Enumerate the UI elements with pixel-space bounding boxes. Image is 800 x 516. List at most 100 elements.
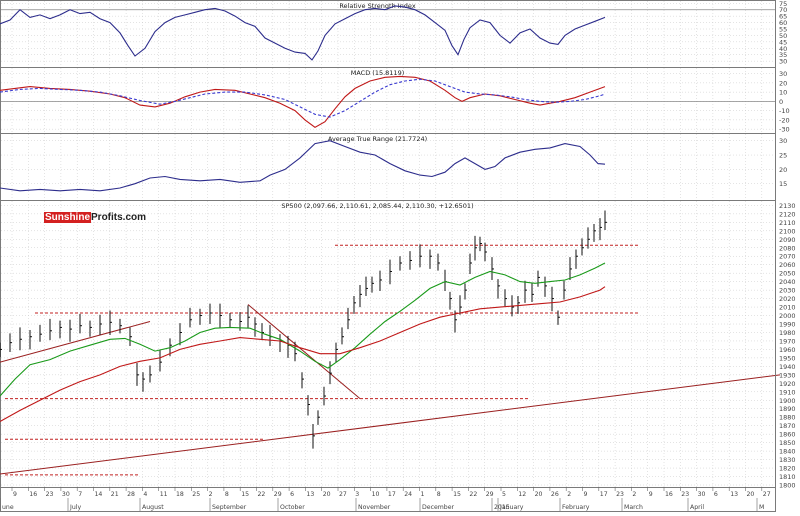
y-tick-label: 1950	[779, 354, 796, 362]
y-tick-label: -20	[779, 116, 790, 124]
x-tick-label: 18	[176, 491, 184, 498]
trend-line	[0, 320, 151, 363]
y-tick-label: 2060	[779, 261, 796, 269]
y-tick-label: -10	[779, 107, 790, 115]
y-tick-label: 10	[779, 89, 787, 97]
y-tick-label: 50	[779, 32, 787, 40]
x-tick-label: 23	[681, 491, 689, 498]
y-tick-label: 1890	[779, 405, 796, 413]
x-tick-label: 24	[404, 491, 412, 498]
y-tick-label: 30	[779, 137, 787, 145]
y-tick-label: 60	[779, 19, 787, 27]
panel-frame	[0, 200, 776, 488]
y-tick-label: 1990	[779, 321, 796, 329]
panel-title: MACD (15.8119)	[351, 69, 405, 77]
x-tick-label: 21	[111, 491, 119, 498]
x-tick-label: 2	[632, 491, 636, 498]
x-tick-label: 27	[763, 491, 771, 498]
x-tick-label: 30	[698, 491, 706, 498]
x-tick-label: 9	[584, 491, 588, 498]
panel-title: Relative Strength Index	[339, 2, 416, 10]
y-tick-label: 1980	[779, 329, 796, 337]
y-tick-label: 65	[779, 13, 787, 21]
x-tick-label: 8	[225, 491, 229, 498]
x-month-label: July	[69, 504, 81, 511]
y-tick-label: -30	[779, 126, 790, 134]
y-tick-label: 2110	[779, 219, 796, 227]
logo-part-1: Sunshine	[44, 212, 92, 223]
x-month-label: February	[562, 504, 590, 511]
x-tick-label: 6	[714, 491, 718, 498]
trend-line	[0, 374, 781, 475]
y-tick-label: 30	[779, 58, 787, 66]
ma50-line	[0, 262, 606, 397]
y-tick-label: 25	[779, 152, 787, 160]
x-tick-label: 10	[372, 491, 380, 498]
y-tick-label: 1800	[779, 482, 796, 490]
x-tick-label: 27	[339, 491, 347, 498]
x-tick-label: 20	[747, 491, 755, 498]
sunshine-profits-logo: SunshineProfits.com	[44, 212, 146, 224]
x-tick-label: 13	[306, 491, 314, 498]
x-tick-label: 5	[502, 491, 506, 498]
y-tick-label: 1910	[779, 388, 796, 396]
panel-title: Average True Range (21.7724)	[328, 135, 427, 143]
x-tick-label: 6	[290, 491, 294, 498]
x-tick-label: 30	[62, 491, 70, 498]
x-tick-label: 29	[274, 491, 282, 498]
x-tick-label: 17	[388, 491, 396, 498]
y-tick-label: 2030	[779, 287, 796, 295]
y-tick-label: 30	[779, 70, 787, 78]
y-tick-label: 1970	[779, 337, 796, 345]
y-tick-label: 70	[779, 6, 787, 14]
x-tick-label: 20	[535, 491, 543, 498]
x-tick-label: 16	[29, 491, 37, 498]
y-tick-label: 1960	[779, 346, 796, 354]
x-month-label: April	[690, 504, 704, 511]
panel-frame	[0, 0, 776, 68]
x-month-label: March	[624, 504, 643, 511]
x-tick-label: 3	[355, 491, 359, 498]
x-month-label: October	[280, 504, 305, 511]
x-tick-label: 9	[649, 491, 653, 498]
x-tick-label: 7	[78, 491, 82, 498]
x-tick-label: 12	[518, 491, 526, 498]
x-month-label: December	[422, 504, 455, 511]
x-month-label: September	[212, 504, 247, 511]
x-tick-label: 17	[600, 491, 608, 498]
y-tick-label: 55	[779, 26, 787, 34]
y-tick-label: 2120	[779, 210, 796, 218]
x-tick-label: 26	[551, 491, 559, 498]
ma200-line	[0, 286, 606, 422]
y-tick-label: 1850	[779, 439, 796, 447]
y-tick-label: 2020	[779, 295, 796, 303]
y-tick-label: 2080	[779, 244, 796, 252]
x-tick-label: 14	[95, 491, 103, 498]
x-tick-label: 29	[486, 491, 494, 498]
panel-frame	[0, 133, 776, 201]
y-tick-label: 0	[779, 98, 783, 106]
x-month-label: August	[142, 504, 164, 511]
y-tick-label: 1840	[779, 448, 796, 456]
x-tick-label: 9	[13, 491, 17, 498]
x-tick-label: 22	[258, 491, 266, 498]
y-tick-label: 1930	[779, 371, 796, 379]
x-tick-label: 8	[437, 491, 441, 498]
y-tick-label: 20	[779, 166, 787, 174]
y-tick-label: 1880	[779, 414, 796, 422]
y-tick-label: 2000	[779, 312, 796, 320]
x-tick-label: 15	[453, 491, 461, 498]
x-month-label: M	[759, 504, 764, 511]
x-tick-label: 23	[616, 491, 624, 498]
y-tick-label: 2130	[779, 202, 796, 210]
x-tick-label: 11	[160, 491, 168, 498]
y-tick-label: 2050	[779, 270, 796, 278]
panel-title: SP500 (2,097.66, 2,110.61, 2,085.44, 2,1…	[281, 202, 473, 210]
x-tick-label: 2	[209, 491, 213, 498]
y-tick-label: 1810	[779, 473, 796, 481]
y-tick-label: 1860	[779, 431, 796, 439]
macd-line	[0, 75, 606, 128]
x-tick-label: 28	[127, 491, 135, 498]
